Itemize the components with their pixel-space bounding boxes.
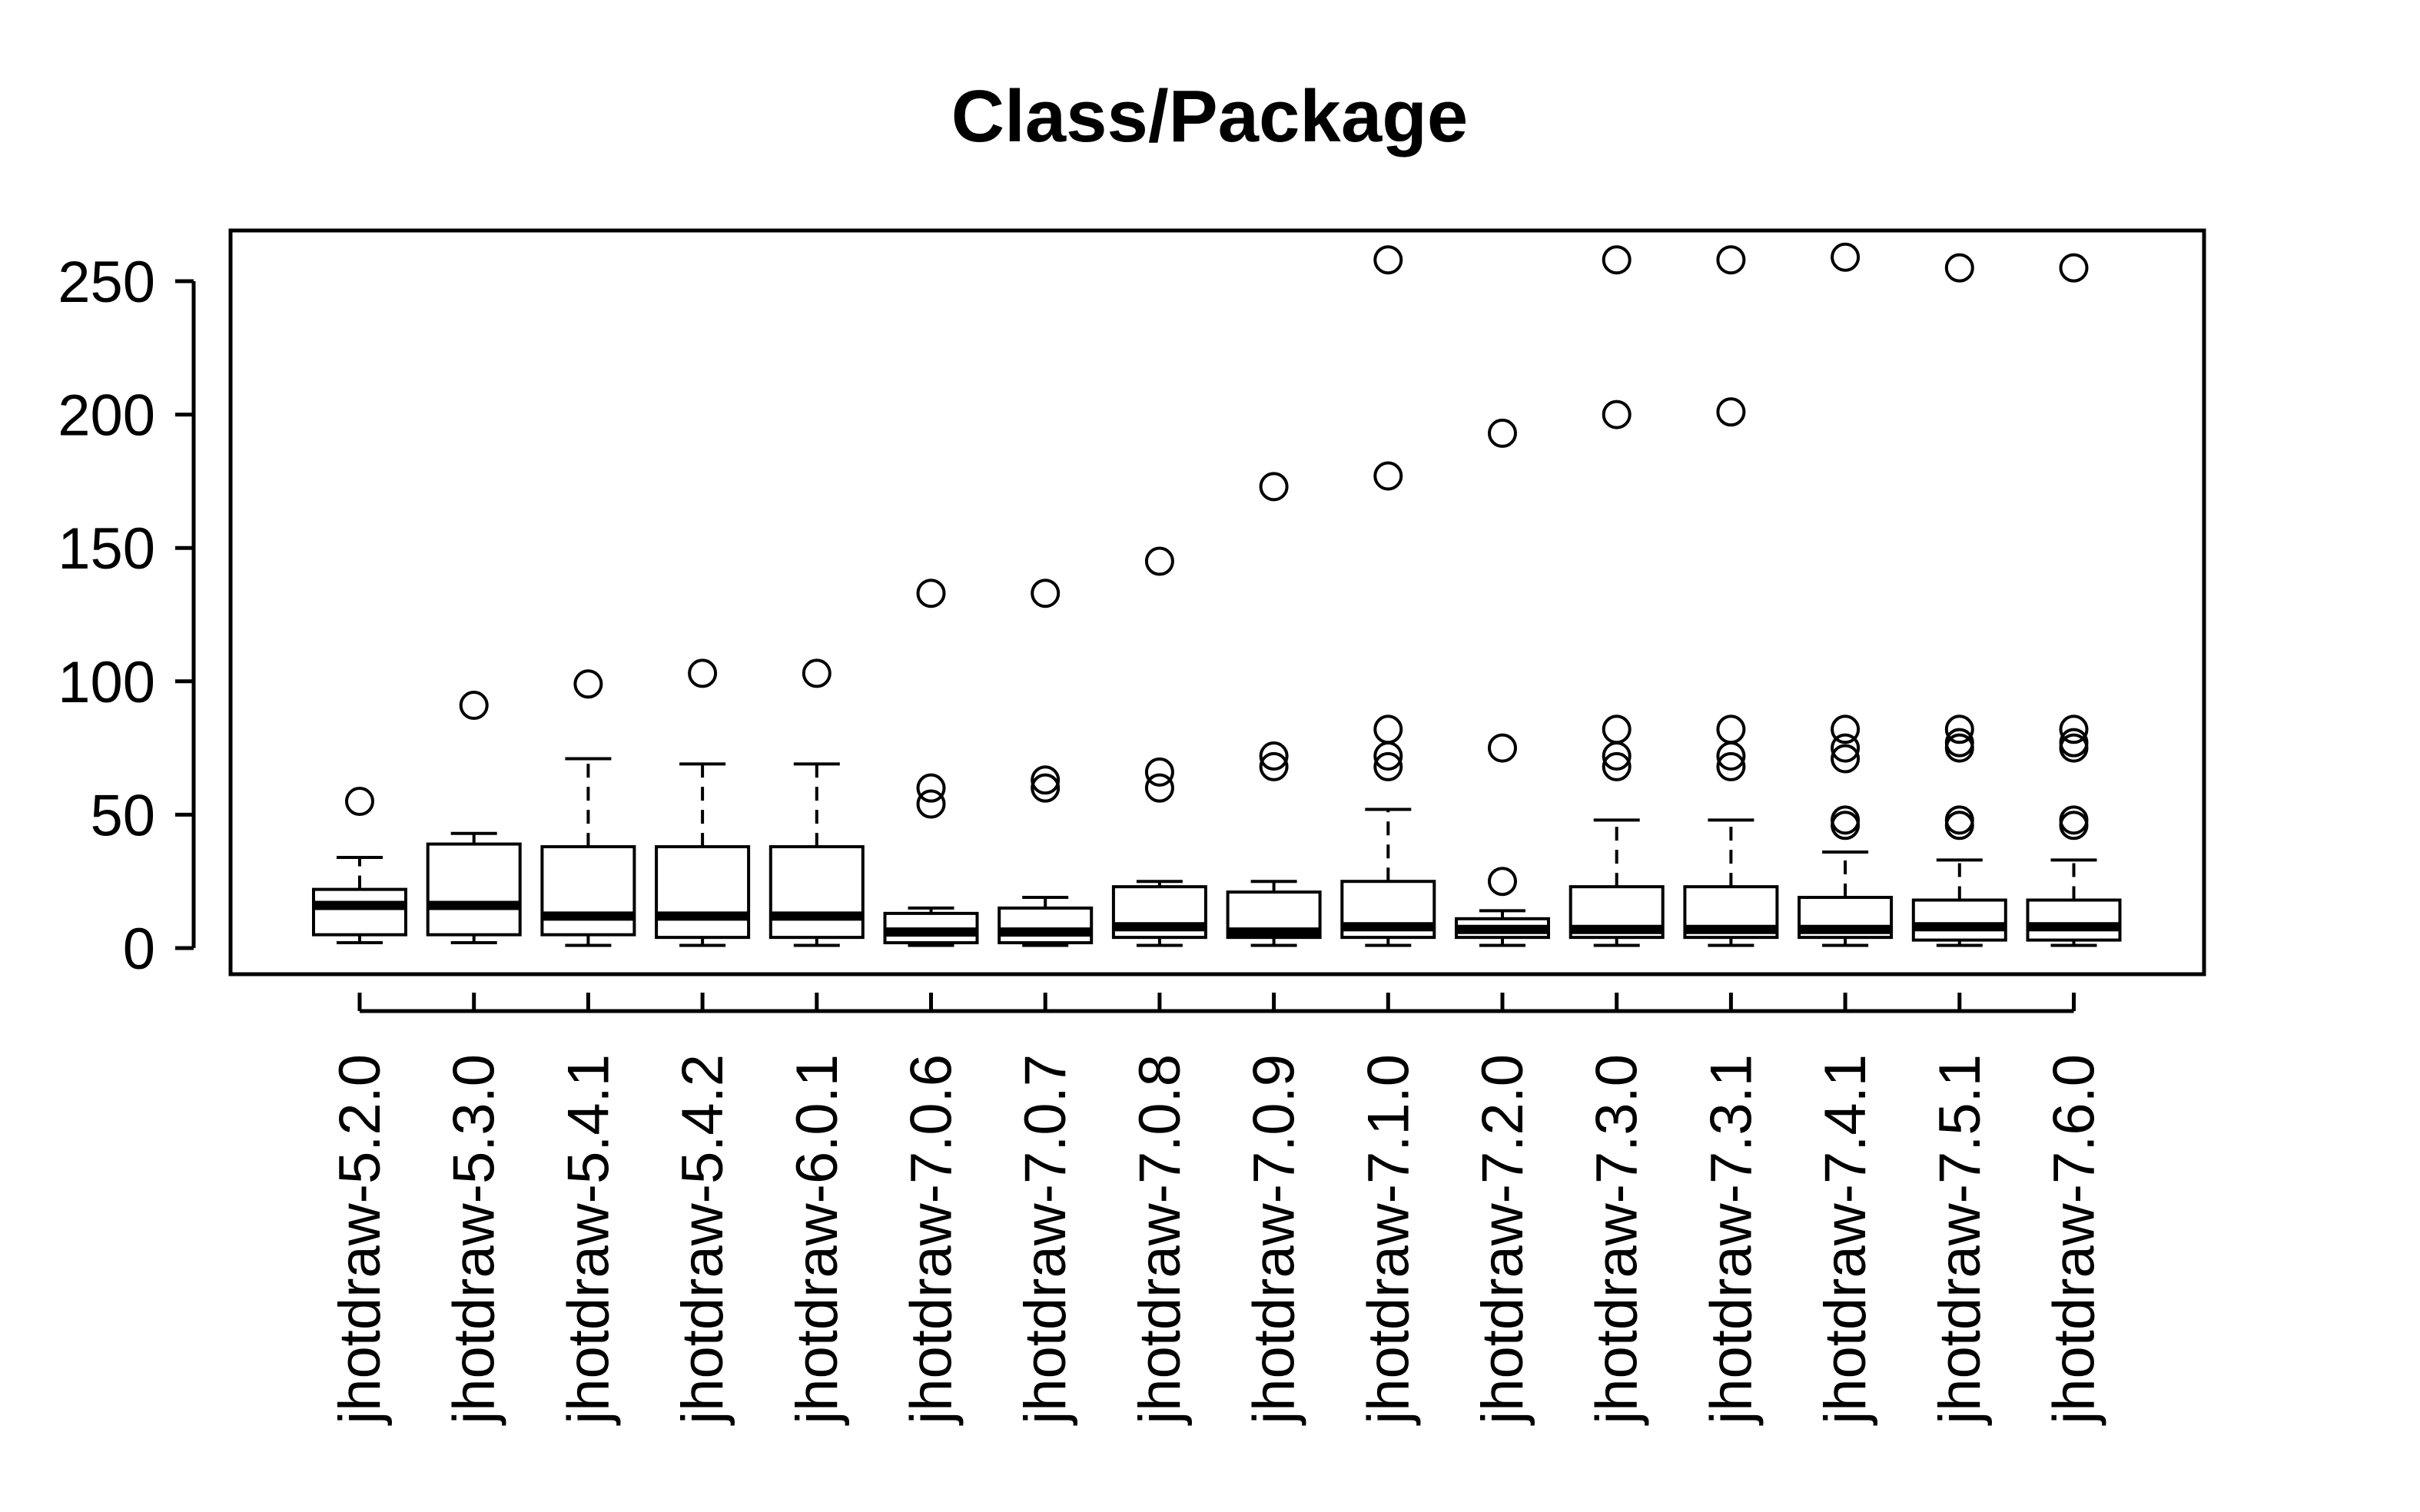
box-jhotdraw-7.2.0	[1455, 418, 1550, 947]
outlier-point	[1031, 579, 1061, 608]
y-axis: 0 50 100 150 200 250	[58, 250, 196, 982]
box-jhotdraw-7.5.1	[1911, 253, 2007, 947]
box-iqr	[426, 842, 522, 937]
outlier-point	[2059, 728, 2089, 758]
plot-frame	[228, 228, 2206, 976]
outlier-point	[916, 789, 946, 819]
x-tick-label: jhotdraw-7.0.6	[899, 1054, 964, 1426]
x-axis: jhotdraw-5.2.0 jhotdraw-5.3.0 jhotdraw-5.4…	[327, 993, 2107, 1426]
outlier-point	[1373, 461, 1403, 491]
outlier-point	[1831, 744, 1861, 774]
outlier-point	[1259, 751, 1289, 781]
box-jhotdraw-7.0.6	[883, 579, 979, 947]
outlier-point	[916, 579, 946, 608]
outlier-point	[1031, 773, 1061, 803]
outlier-point	[1488, 867, 1517, 897]
x-tick-label: jhotdraw-5.4.1	[556, 1054, 621, 1426]
outlier-point	[1373, 715, 1403, 744]
box-jhotdraw-7.0.8	[1111, 546, 1207, 947]
outlier-point	[1944, 715, 1974, 744]
y-tick-label: 250	[58, 250, 155, 315]
outlier-point	[1602, 245, 1632, 275]
y-tick-label: 200	[58, 383, 155, 449]
chart-title: Class/Package	[951, 75, 1468, 158]
outlier-point	[1144, 757, 1174, 787]
y-tick-label: 50	[90, 783, 155, 848]
box-iqr	[768, 845, 865, 940]
box-iqr	[998, 906, 1094, 945]
outlier-point	[2059, 253, 2089, 283]
box-jhotdraw-7.3.0	[1569, 245, 1665, 947]
y-tick-label: 0	[123, 917, 155, 982]
x-tick-label: jhotdraw-5.3.0	[442, 1054, 507, 1426]
outlier-point	[1144, 773, 1174, 803]
box-jhotdraw-5.2.0	[312, 787, 407, 945]
box-jhotdraw-7.0.9	[1226, 472, 1322, 947]
box-jhotdraw-7.4.1	[1798, 242, 1894, 947]
outlier-point	[1831, 242, 1861, 272]
outlier-point	[1602, 751, 1632, 781]
y-tick-label: 150	[58, 516, 155, 582]
outlier-point	[1831, 715, 1861, 744]
x-tick-label: jhotdraw-7.1.0	[1356, 1054, 1421, 1426]
outlier-point	[802, 658, 832, 688]
x-tick-label: jhotdraw-7.2.0	[1470, 1054, 1535, 1426]
outlier-point	[688, 658, 718, 688]
box-jhotdraw-7.6.0	[2026, 253, 2122, 947]
box-jhotdraw-7.1.0	[1340, 245, 1436, 947]
outlier-point	[1602, 715, 1632, 744]
x-tick-label: jhotdraw-7.4.1	[1813, 1054, 1878, 1426]
box-jhotdraw-5.3.0	[426, 691, 522, 945]
box-jhotdraw-7.0.7	[998, 579, 1094, 947]
box-jhotdraw-5.4.1	[540, 669, 636, 947]
x-tick-label: jhotdraw-7.0.7	[1013, 1054, 1078, 1426]
box-iqr	[1911, 898, 2007, 942]
outlier-point	[1031, 765, 1061, 795]
x-tick-label: jhotdraw-7.3.1	[1698, 1054, 1764, 1426]
box-iqr	[540, 845, 636, 937]
outlier-point	[345, 787, 374, 817]
outlier-point	[1716, 715, 1746, 744]
x-tick-label: jhotdraw-7.6.0	[2042, 1054, 2107, 1426]
outlier-point	[916, 773, 946, 803]
outlier-point	[1716, 397, 1746, 427]
outlier-point	[459, 691, 489, 721]
box-iqr	[2026, 898, 2122, 942]
x-tick-label: jhotdraw-7.0.9	[1242, 1054, 1307, 1426]
outlier-point	[1602, 400, 1632, 429]
outlier-point	[1831, 805, 1861, 835]
x-tick-label: jhotdraw-6.0.1	[785, 1054, 850, 1426]
box-series	[312, 242, 2122, 947]
outlier-point	[1944, 253, 1974, 283]
x-tick-label: jhotdraw-7.5.1	[1927, 1054, 1993, 1426]
y-tick-label: 100	[58, 650, 155, 715]
outlier-point	[1716, 245, 1746, 275]
box-iqr	[655, 845, 751, 940]
outlier-point	[1944, 728, 1974, 758]
outlier-point	[1373, 245, 1403, 275]
x-tick-label: jhotdraw-7.3.0	[1585, 1054, 1650, 1426]
outlier-point	[1488, 418, 1517, 448]
x-tick-label: jhotdraw-7.0.8	[1127, 1054, 1193, 1426]
outlier-point	[1944, 805, 1974, 835]
box-jhotdraw-5.4.2	[655, 658, 751, 947]
outlier-point	[1716, 751, 1746, 781]
box-jhotdraw-7.3.1	[1683, 245, 1779, 947]
outlier-point	[1259, 472, 1289, 502]
outlier-point	[2059, 805, 2089, 835]
x-tick-label: jhotdraw-5.2.0	[327, 1054, 393, 1426]
box-iqr	[312, 887, 407, 937]
outlier-point	[1831, 733, 1861, 763]
outlier-point	[573, 669, 603, 699]
x-tick-label: jhotdraw-5.4.2	[670, 1054, 735, 1426]
box-jhotdraw-6.0.1	[768, 658, 865, 947]
outlier-point	[1488, 733, 1517, 763]
outlier-point	[1373, 751, 1403, 781]
outlier-point	[2059, 715, 2089, 744]
outlier-point	[1144, 546, 1174, 576]
outlier-point	[1259, 741, 1289, 771]
